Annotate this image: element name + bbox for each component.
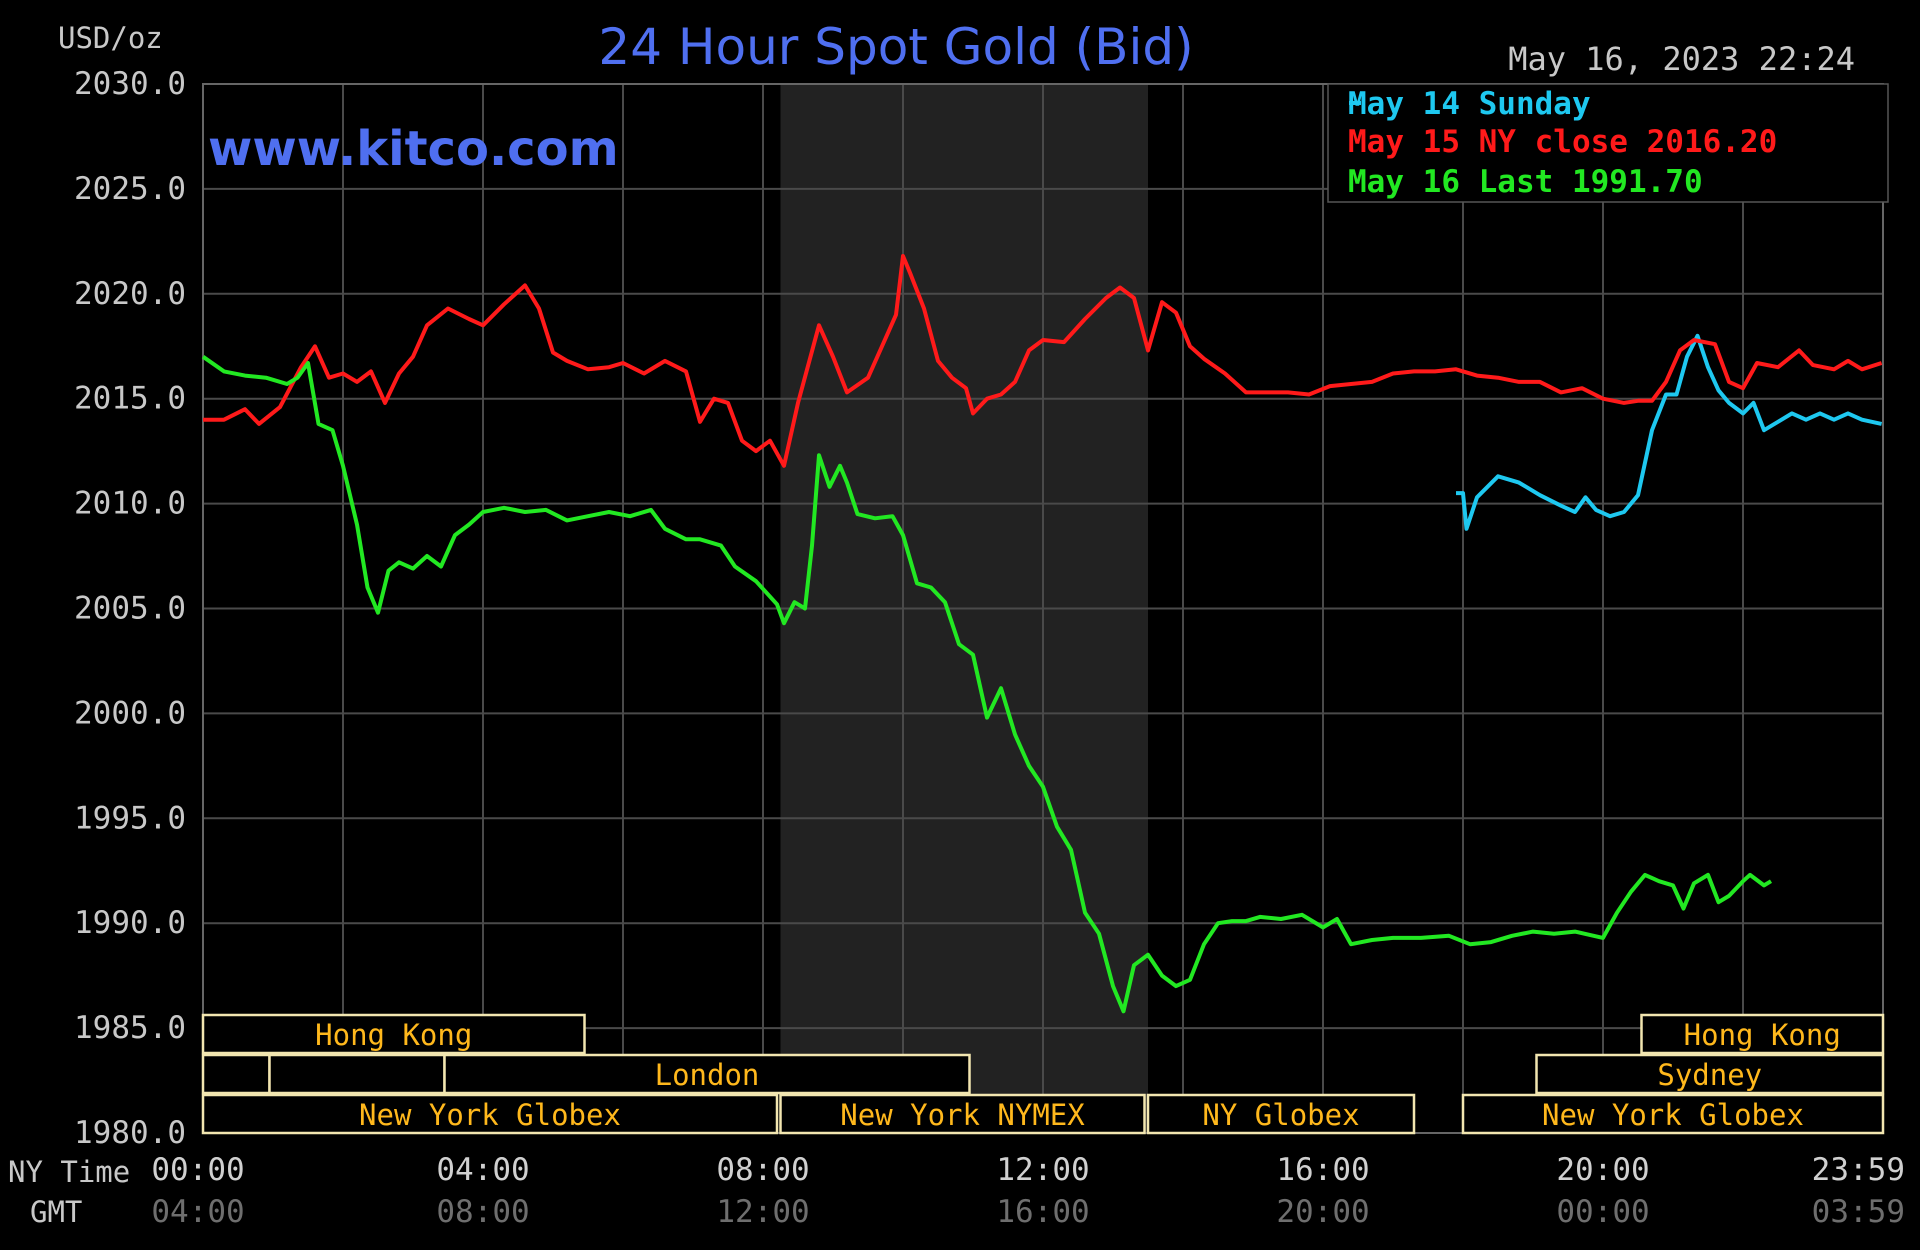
session-bar [201, 1013, 586, 1055]
x-tick-label-ny: 23:59 [1812, 1152, 1905, 1188]
session-bar [1535, 1053, 1885, 1095]
legend-item: May 15 NY close 2016.20 [1348, 124, 1777, 160]
x-tick-label-gmt: 03:59 [1812, 1194, 1905, 1230]
session-bar [1640, 1013, 1885, 1055]
legend-item: May 14 Sunday [1348, 86, 1591, 122]
x-tick-label-gmt: 12:00 [716, 1194, 809, 1230]
x-tick-label-gmt: 04:00 [151, 1194, 244, 1230]
legend-swatch [1349, 101, 1361, 105]
unit-label: USD/oz [58, 21, 163, 55]
session-bar [201, 1053, 271, 1095]
session-bar [1461, 1093, 1885, 1135]
session-label: New York NYMEX [840, 1098, 1085, 1132]
y-tick-label: 2005.0 [74, 591, 186, 627]
x-tick-label-ny: 04:00 [436, 1152, 529, 1188]
y-tick-label: 1995.0 [74, 800, 186, 836]
session-label: Sydney [1657, 1058, 1762, 1092]
x-tick-label-ny: 12:00 [996, 1152, 1089, 1188]
ny-time-axis-label: NY Time [8, 1155, 130, 1189]
y-tick-label: 1980.0 [74, 1115, 186, 1151]
y-tick-label: 1990.0 [74, 905, 186, 941]
x-tick-label-gmt: 20:00 [1276, 1194, 1369, 1230]
website-label: www.kitco.com [208, 121, 619, 177]
session-label: NY Globex [1202, 1098, 1359, 1132]
session-bar [201, 1093, 779, 1135]
chart-title: 24 Hour Spot Gold (Bid) [598, 18, 1193, 76]
session-bar [779, 1093, 1146, 1135]
y-tick-label: 2010.0 [74, 486, 186, 522]
y-tick-label: 2020.0 [74, 276, 186, 312]
x-tick-label-gmt: 08:00 [436, 1194, 529, 1230]
x-tick-label-ny: 00:00 [151, 1152, 244, 1188]
timestamp: May 16, 2023 22:24 [1508, 40, 1855, 78]
legend-item: May 16 Last 1991.70 [1348, 164, 1703, 200]
x-tick-label-gmt: 00:00 [1556, 1194, 1649, 1230]
y-tick-label: 2025.0 [74, 171, 186, 207]
x-tick-label-gmt: 16:00 [996, 1194, 1089, 1230]
x-tick-label-ny: 08:00 [716, 1152, 809, 1188]
session-label: Hong Kong [1684, 1018, 1841, 1052]
legend-box [1327, 83, 1889, 203]
session-label: New York Globex [359, 1098, 621, 1132]
session-bar [443, 1053, 971, 1095]
y-tick-label: 1985.0 [74, 1010, 186, 1046]
y-tick-label: 2015.0 [74, 381, 186, 417]
y-tick-label: 2030.0 [74, 66, 186, 102]
series-line [201, 355, 1773, 1014]
gmt-axis-label: GMT [30, 1195, 82, 1229]
session-label: Hong Kong [315, 1018, 472, 1052]
series-line [203, 254, 1883, 468]
session-bar [268, 1053, 446, 1095]
legend: May 14 Sunday May 15 NY close 2016.20 Ma… [1327, 83, 1889, 203]
y-tick-label: 2000.0 [74, 695, 186, 731]
session-label: New York Globex [1542, 1098, 1804, 1132]
session-label: London [655, 1058, 760, 1092]
series-line [1456, 333, 1883, 531]
x-tick-label-ny: 16:00 [1276, 1152, 1369, 1188]
x-tick-label-ny: 20:00 [1556, 1152, 1649, 1188]
session-bar [1146, 1093, 1416, 1135]
